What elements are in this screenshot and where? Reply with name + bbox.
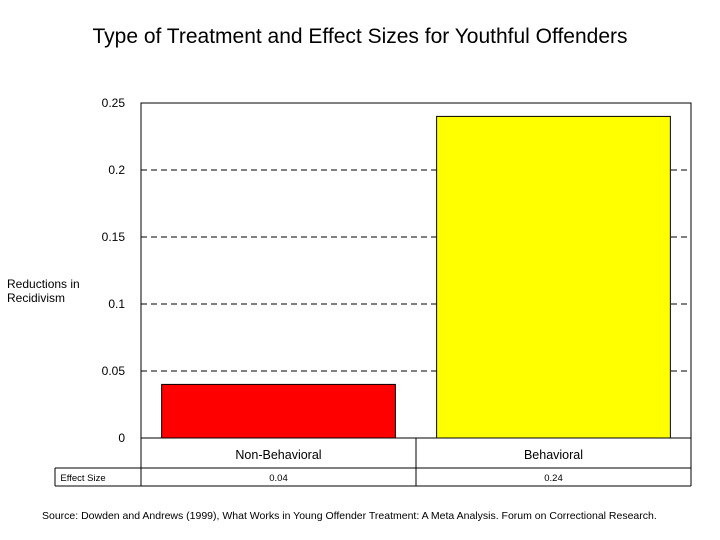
- y-tick-label: 0.05: [102, 364, 126, 378]
- table-cell: 0.04: [269, 473, 288, 484]
- table-cell: 0.24: [544, 473, 563, 484]
- y-tick-label: 0: [118, 431, 125, 445]
- y-tick-label: 0.2: [108, 163, 125, 177]
- chart-title: Type of Treatment and Effect Sizes for Y…: [92, 25, 628, 48]
- x-tick-label: Non-Behavioral: [235, 448, 321, 462]
- y-axis-label: Reductions in Recidivism: [7, 277, 80, 305]
- source-note: Source: Dowden and Andrews (1999), What …: [42, 510, 657, 522]
- bar-behavioral: [436, 115, 671, 439]
- x-tick-label: Behavioral: [524, 448, 583, 462]
- y-tick-label: 0.25: [102, 96, 126, 110]
- y-tick-label: 0.1: [108, 297, 125, 311]
- table-row-label: Effect Size: [60, 473, 105, 484]
- bar-non-behavioral: [161, 383, 396, 439]
- y-tick-label: 0.15: [102, 230, 126, 244]
